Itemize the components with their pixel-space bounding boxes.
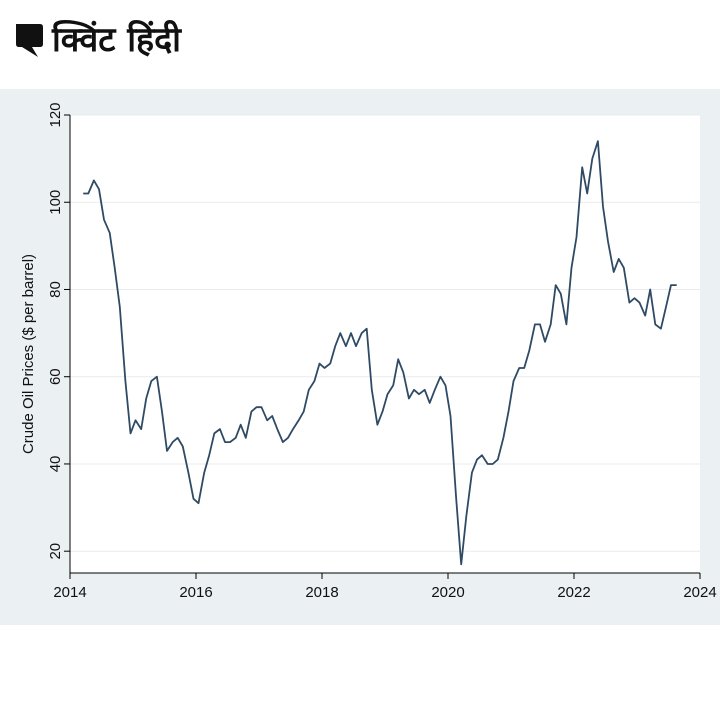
quint-quote-mark-icon[interactable] <box>12 20 46 60</box>
brand-logo-text[interactable]: क्विंट हिंदी <box>52 20 181 60</box>
tick-label-y: 120 <box>47 102 64 127</box>
tick-label-y: 60 <box>47 368 64 385</box>
tick-label-x: 2022 <box>557 584 590 601</box>
grid-lines <box>70 114 700 552</box>
axes <box>69 115 700 574</box>
chart-frame: 20 40 60 80 100 120 2014 2016 2018 2020 2022 2024 C… <box>0 89 720 625</box>
crude-oil-price-chart: 20 40 60 80 100 120 2014 2016 2018 2020 2022 2024 C… <box>20 102 717 601</box>
tick-label-x: 2016 <box>179 584 212 601</box>
y-axis-label: Crude Oil Prices ($ per barrel) <box>20 254 37 454</box>
page-footer <box>0 625 720 720</box>
tick-label-x: 2024 <box>683 584 716 601</box>
brand-header: क्विंट हिंदी <box>0 0 720 86</box>
plot-area <box>70 115 700 573</box>
tick-label-x: 2020 <box>431 584 464 601</box>
series-line-crude-oil-price <box>83 140 677 566</box>
tick-label-x: 2018 <box>305 584 338 601</box>
tick-label-x: 2014 <box>53 584 86 601</box>
tick-label-y: 80 <box>47 281 64 298</box>
tick-label-y: 40 <box>47 456 64 473</box>
tick-marks <box>64 114 701 579</box>
tick-label-y: 20 <box>47 543 64 560</box>
tick-label-y: 100 <box>47 190 64 215</box>
tick-labels: 20 40 60 80 100 120 2014 2016 2018 2020 2022 2024 <box>47 102 717 601</box>
